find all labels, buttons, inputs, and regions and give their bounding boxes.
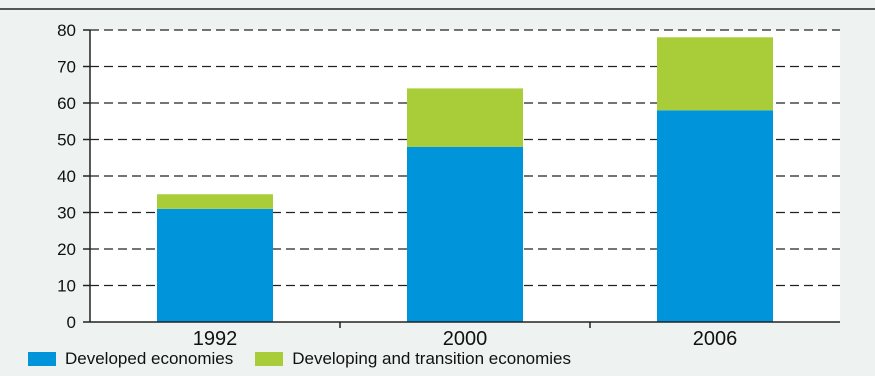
legend-swatch-developing: [255, 352, 284, 366]
bar-developing-1992: [157, 194, 273, 209]
bar-developed-2006: [657, 110, 773, 322]
y-tick-label-30: 30: [57, 204, 76, 223]
legend-item-developing: Developing and transition economies: [255, 349, 571, 369]
y-tick-label-60: 60: [57, 94, 76, 113]
y-tick-label-20: 20: [57, 240, 76, 259]
bar-developing-2000: [407, 88, 523, 147]
y-tick-label-50: 50: [57, 131, 76, 150]
bar-developed-2000: [407, 146, 523, 322]
bar-developed-1992: [157, 208, 273, 322]
y-tick-label-10: 10: [57, 277, 76, 296]
legend-item-developed: Developed economies: [28, 349, 233, 369]
legend-label-developing: Developing and transition economies: [292, 349, 572, 368]
y-tick-label-40: 40: [57, 167, 76, 186]
x-tick-label-2000: 2000: [443, 328, 488, 350]
legend: Developed economies Developing and trans…: [28, 346, 873, 372]
y-tick-label-80: 80: [57, 21, 76, 40]
y-tick-label-0: 0: [67, 313, 76, 332]
x-tick-label-1992: 1992: [193, 328, 238, 350]
x-tick-label-2006: 2006: [693, 328, 738, 350]
bar-developing-2006: [657, 37, 773, 111]
y-tick-label-70: 70: [57, 58, 76, 77]
legend-label-developed: Developed economies: [65, 349, 234, 368]
legend-swatch-developed: [28, 352, 56, 366]
